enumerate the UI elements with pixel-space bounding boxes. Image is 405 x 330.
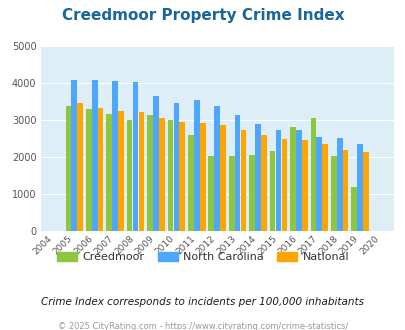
Text: Crime Index corresponds to incidents per 100,000 inhabitants: Crime Index corresponds to incidents per… [41, 297, 364, 307]
Bar [86, 109, 92, 231]
Bar [260, 135, 266, 231]
Bar [269, 151, 275, 231]
Bar [255, 124, 260, 231]
Bar [126, 120, 132, 231]
Bar [71, 80, 77, 231]
Bar [310, 118, 315, 231]
Text: Creedmoor Property Crime Index: Creedmoor Property Crime Index [62, 8, 343, 23]
Bar [173, 104, 179, 231]
Bar [330, 156, 336, 231]
Bar [188, 135, 193, 231]
Bar [153, 96, 158, 231]
Bar [220, 124, 226, 231]
Bar [98, 108, 103, 231]
Bar [106, 114, 112, 231]
Bar [356, 144, 362, 231]
Bar [77, 104, 83, 231]
Bar [147, 115, 153, 231]
Bar [322, 144, 327, 231]
Bar [138, 112, 144, 231]
Bar [249, 155, 254, 231]
Bar [234, 115, 240, 231]
Bar [214, 106, 220, 231]
Bar [208, 156, 213, 231]
Bar [315, 138, 321, 231]
Bar [301, 141, 307, 231]
Text: © 2025 CityRating.com - https://www.cityrating.com/crime-statistics/: © 2025 CityRating.com - https://www.city… [58, 322, 347, 330]
Bar [228, 156, 234, 231]
Bar [290, 127, 295, 231]
Bar [342, 150, 347, 231]
Bar [350, 187, 356, 231]
Bar [194, 100, 199, 231]
Bar [240, 130, 246, 231]
Bar [281, 139, 286, 231]
Bar [179, 121, 185, 231]
Bar [275, 130, 281, 231]
Bar [65, 106, 71, 231]
Bar [295, 130, 301, 231]
Bar [199, 123, 205, 231]
Legend: Creedmoor, North Carolina, National: Creedmoor, North Carolina, National [52, 248, 353, 267]
Bar [132, 82, 138, 231]
Bar [167, 120, 173, 231]
Bar [92, 80, 97, 231]
Bar [336, 138, 342, 231]
Bar [118, 111, 124, 231]
Bar [112, 81, 118, 231]
Bar [362, 152, 368, 231]
Bar [159, 118, 164, 231]
